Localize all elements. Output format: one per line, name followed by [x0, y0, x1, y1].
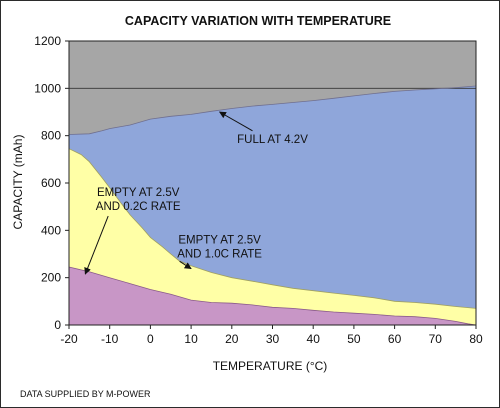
- annotation-empty-1.0c-label: EMPTY AT 2.5V AND 1.0C RATE: [177, 234, 262, 260]
- y-tick-label: 1200: [34, 34, 61, 48]
- series-line-empty-0.2c: [68, 148, 477, 309]
- chart-title: CAPACITY VARIATION WITH TEMPERATURE: [125, 14, 391, 28]
- series-line-full: [68, 85, 477, 135]
- x-tick-label: 70: [429, 332, 443, 346]
- x-tick-label: 20: [225, 332, 239, 346]
- annotation-full-arrow: [218, 111, 253, 132]
- annotation-empty-0.2c-label: EMPTY AT 2.5V AND 0.2C RATE: [96, 187, 181, 213]
- x-tick-label: -20: [60, 332, 78, 346]
- x-tick-label: 10: [184, 332, 198, 346]
- y-tick-label: 600: [41, 176, 61, 190]
- data-credit: DATA SUPPLIED BY M-POWER: [20, 389, 151, 399]
- y-tick-label: 200: [41, 271, 61, 285]
- y-tick-label: 400: [41, 223, 61, 237]
- x-tick-label: -10: [101, 332, 119, 346]
- y-tick-label: 0: [54, 318, 61, 332]
- x-tick-label: 40: [307, 332, 321, 346]
- annotation-empty-1.0c-arrow: [179, 260, 192, 270]
- x-tick-label: 50: [347, 332, 361, 346]
- annotation-empty-1.0c-line: AND 1.0C RATE: [177, 248, 262, 260]
- series-area-empty-0.2c: [69, 148, 476, 325]
- annotation-empty-0.2c-line: AND 0.2C RATE: [96, 201, 181, 213]
- annotation-full-label: FULL AT 4.2V: [237, 134, 308, 146]
- x-tick-label: 30: [266, 332, 280, 346]
- y-axis-label: CAPACITY (mAh): [11, 135, 25, 230]
- annotation-empty-1.0c-line: EMPTY AT 2.5V: [178, 234, 261, 246]
- annotation-empty-0.2c-line: EMPTY AT 2.5V: [97, 187, 180, 199]
- annotation-empty-0.2c-arrow: [84, 215, 109, 275]
- plot-area: -20 -10 0 10 20 30 40 50 60 70 8002004006008001000…: [34, 34, 483, 346]
- series-area-empty-1.0c: [69, 267, 476, 325]
- y-tick-label: 800: [41, 129, 61, 143]
- x-axis-label: TEMPERATURE (°C): [213, 359, 328, 373]
- y-tick-label: 1000: [34, 81, 61, 95]
- x-tick-label: 0: [147, 332, 154, 346]
- annotation-full-line: FULL AT 4.2V: [237, 134, 308, 146]
- series-line-empty-1.0c: [68, 266, 477, 326]
- x-tick-label: 80: [469, 332, 483, 346]
- x-tick-label: 60: [388, 332, 402, 346]
